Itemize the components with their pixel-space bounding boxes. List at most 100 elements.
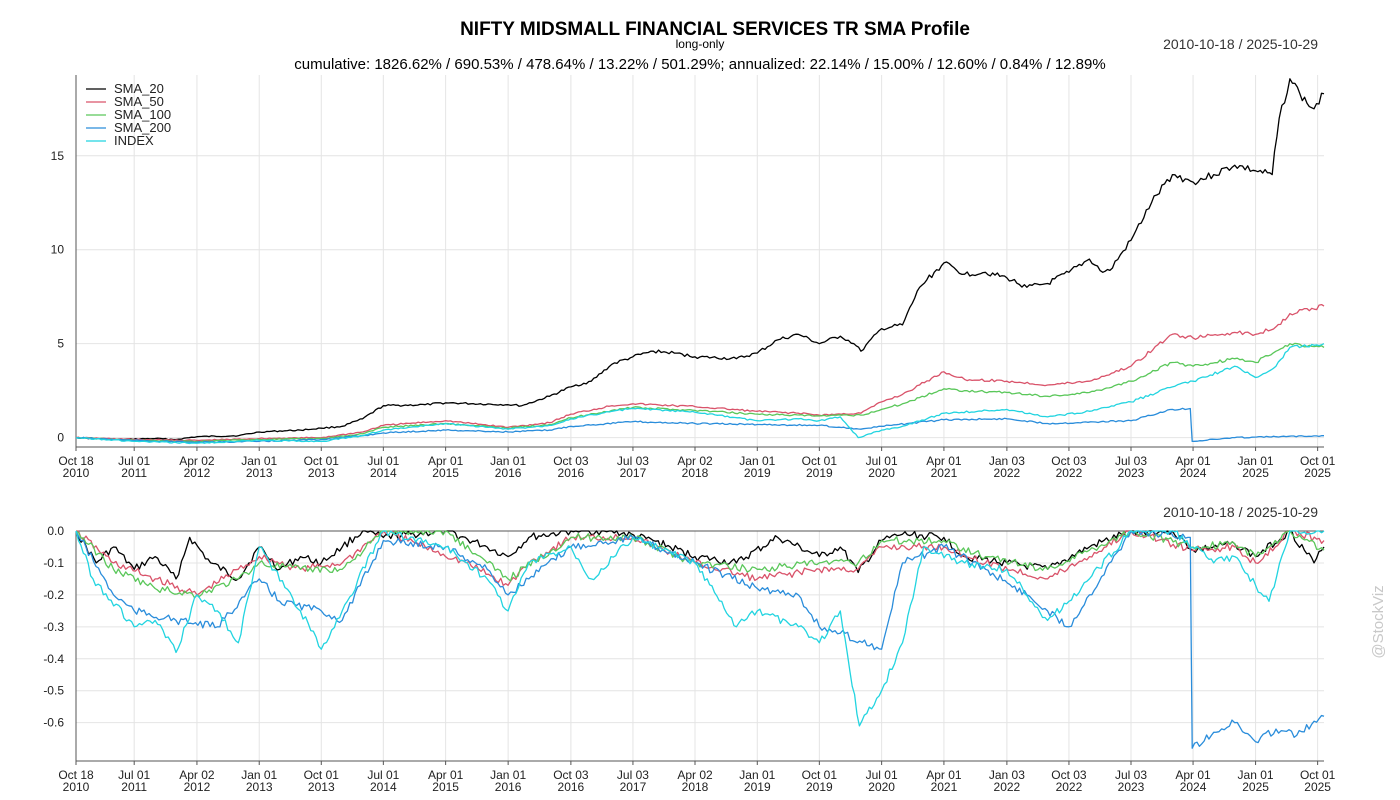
bottom-x-tick-label: Apr 01 (1175, 768, 1211, 782)
top-x-tick-label: Jul 01 (367, 454, 399, 468)
top-series-line-sma-20 (75, 78, 1325, 441)
bottom-y-tick-label: -0.4 (43, 652, 64, 666)
chart-stats: cumulative: 1826.62% / 690.53% / 478.64%… (294, 56, 1105, 73)
top-x-tick-label: Oct 03 (553, 454, 589, 468)
top-x-tick-year: 2024 (1180, 466, 1207, 480)
bottom-series-line-index (75, 530, 1325, 727)
bottom-series-line-sma-100 (75, 530, 1325, 599)
top-x-tick-year: 2023 (1118, 466, 1145, 480)
top-y-tick-label: 10 (51, 243, 65, 257)
top-x-tick-label: Oct 03 (1051, 454, 1087, 468)
top-x-tick-label: Jan 01 (739, 454, 775, 468)
bottom-date-range: 2010-10-18 / 2025-10-29 (1163, 504, 1318, 520)
top-x-tick-label: Apr 01 (926, 454, 962, 468)
bottom-y-tick-label: -0.5 (43, 684, 64, 698)
bottom-y-tick-label: -0.3 (43, 620, 64, 634)
top-x-tick-label: Jul 01 (866, 454, 898, 468)
bottom-x-tick-label: Jan 03 (989, 768, 1025, 782)
top-x-tick-label: Apr 01 (428, 454, 464, 468)
bottom-x-tick-label: Oct 01 (802, 768, 838, 782)
bottom-x-tick-year: 2014 (370, 780, 397, 794)
top-x-tick-label: Jul 01 (118, 454, 150, 468)
chart-subtitle: long-only (676, 37, 725, 51)
legend-label-sma-100: SMA_100 (114, 107, 171, 122)
top-x-tick-year: 2021 (931, 466, 958, 480)
bottom-x-tick-year: 2013 (246, 780, 273, 794)
top-x-tick-label: Apr 02 (179, 454, 215, 468)
top-x-tick-year: 2018 (682, 466, 709, 480)
bottom-y-tick-label: -0.2 (43, 588, 64, 602)
bottom-x-tick-label: Jan 01 (490, 768, 526, 782)
bottom-x-tick-year: 2024 (1180, 780, 1207, 794)
legend-label-sma-50: SMA_50 (114, 94, 164, 109)
bottom-x-tick-year: 2012 (184, 780, 211, 794)
bottom-series-line-sma-20 (75, 530, 1325, 582)
top-x-tick-year: 2017 (620, 466, 647, 480)
bottom-x-tick-year: 2022 (1056, 780, 1083, 794)
top-x-tick-year: 2012 (184, 466, 211, 480)
top-x-tick-year: 2013 (308, 466, 335, 480)
bottom-x-tick-year: 2018 (682, 780, 709, 794)
bottom-x-tick-year: 2023 (1118, 780, 1145, 794)
bottom-x-tick-year: 2013 (308, 780, 335, 794)
top-x-tick-label: Jul 03 (617, 454, 649, 468)
top-x-tick-year: 2025 (1242, 466, 1269, 480)
bottom-x-tick-year: 2010 (63, 780, 90, 794)
bottom-x-tick-label: Oct 01 (304, 768, 340, 782)
bottom-x-tick-label: Jul 03 (617, 768, 649, 782)
legend-label-index: INDEX (114, 133, 154, 148)
bottom-x-tick-label: Oct 18 (58, 768, 94, 782)
top-x-tick-label: Apr 01 (1175, 454, 1211, 468)
top-x-tick-year: 2011 (121, 466, 147, 480)
bottom-x-tick-year: 2015 (432, 780, 459, 794)
bottom-x-tick-year: 2019 (744, 780, 771, 794)
top-x-tick-year: 2022 (994, 466, 1021, 480)
bottom-x-tick-label: Apr 01 (926, 768, 962, 782)
bottom-x-tick-label: Apr 02 (677, 768, 713, 782)
top-x-tick-year: 2013 (246, 466, 273, 480)
top-x-tick-year: 2016 (558, 466, 585, 480)
bottom-x-tick-label: Jan 01 (241, 768, 277, 782)
bottom-x-tick-year: 2025 (1242, 780, 1269, 794)
top-x-tick-label: Jan 03 (989, 454, 1025, 468)
bottom-x-tick-year: 2020 (868, 780, 895, 794)
bottom-x-tick-label: Oct 01 (1300, 768, 1336, 782)
top-x-tick-year: 2025 (1304, 466, 1331, 480)
top-y-tick-label: 5 (57, 337, 64, 351)
legend-label-sma-20: SMA_20 (114, 81, 164, 96)
bottom-x-tick-label: Jul 01 (367, 768, 399, 782)
bottom-y-tick-label: 0.0 (47, 524, 64, 538)
bottom-x-tick-year: 2016 (495, 780, 522, 794)
top-x-tick-label: Jul 03 (1115, 454, 1147, 468)
bottom-y-tick-label: -0.6 (43, 716, 64, 730)
top-x-tick-year: 2019 (744, 466, 771, 480)
top-x-tick-year: 2022 (1056, 466, 1083, 480)
top-date-range: 2010-10-18 / 2025-10-29 (1163, 36, 1318, 52)
top-series-line-index (75, 343, 1325, 445)
top-x-tick-year: 2015 (432, 466, 459, 480)
bottom-x-tick-year: 2025 (1304, 780, 1331, 794)
bottom-x-tick-label: Oct 03 (553, 768, 589, 782)
bottom-x-tick-label: Jan 01 (1238, 768, 1274, 782)
top-x-tick-label: Oct 18 (58, 454, 94, 468)
legend-label-sma-200: SMA_200 (114, 120, 171, 135)
top-x-tick-label: Jan 01 (490, 454, 526, 468)
bottom-x-tick-label: Jul 03 (1115, 768, 1147, 782)
bottom-x-tick-label: Oct 03 (1051, 768, 1087, 782)
top-x-tick-year: 2019 (806, 466, 833, 480)
top-x-tick-label: Oct 01 (304, 454, 340, 468)
watermark: @StockViz (1370, 585, 1387, 658)
top-x-tick-year: 2020 (868, 466, 895, 480)
bottom-x-tick-year: 2022 (994, 780, 1021, 794)
top-x-tick-year: 2010 (63, 466, 90, 480)
chart-title: NIFTY MIDSMALL FINANCIAL SERVICES TR SMA… (460, 19, 970, 40)
top-x-tick-label: Oct 01 (802, 454, 838, 468)
bottom-x-tick-label: Apr 01 (428, 768, 464, 782)
top-series-line-sma-100 (76, 342, 1325, 443)
top-y-tick-label: 0 (57, 431, 64, 445)
top-x-tick-year: 2016 (495, 466, 522, 480)
top-x-tick-label: Apr 02 (677, 454, 713, 468)
